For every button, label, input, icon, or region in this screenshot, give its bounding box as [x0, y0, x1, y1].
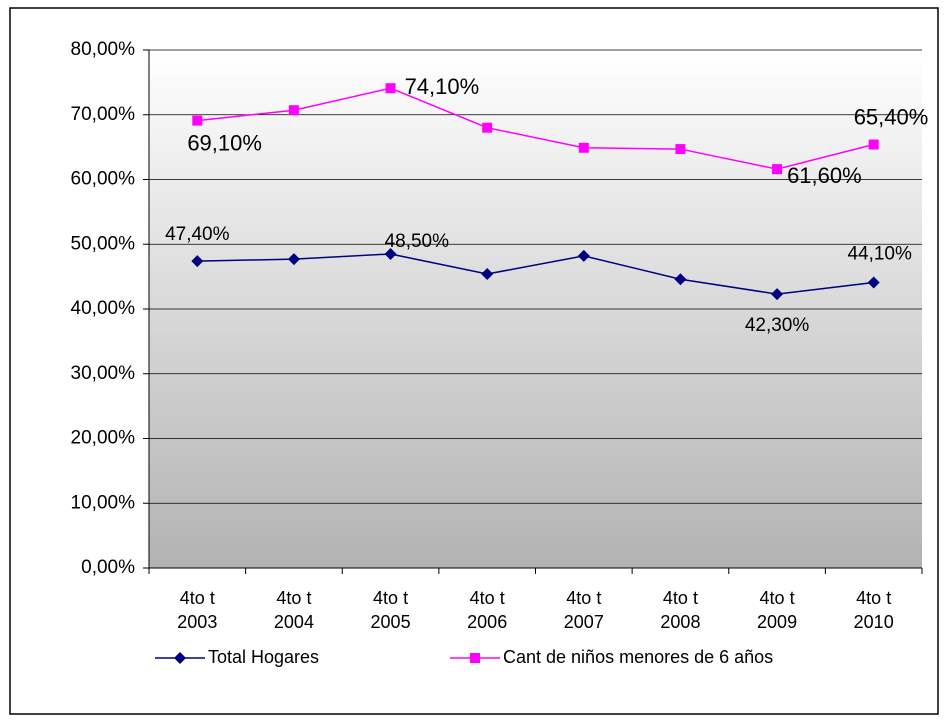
series-line	[197, 87, 874, 170]
y-tick-label: 40,00%	[71, 298, 136, 319]
x-tick-label: 4to t 2003	[177, 588, 218, 632]
data-label: 74,10%	[405, 74, 480, 99]
y-tick-label: 70,00%	[71, 104, 136, 125]
data-label: 65,40%	[854, 104, 929, 129]
data-label: 48,50%	[385, 231, 450, 252]
x-tick-label: 4to t 2004	[273, 588, 314, 632]
legend-marker	[470, 653, 480, 663]
x-tick-label: 4to t 2005	[370, 588, 411, 632]
data-label: 69,10%	[187, 130, 262, 155]
y-tick-label: 80,00%	[71, 39, 136, 60]
data-label: 42,30%	[745, 315, 810, 336]
x-tick-label: 4to t 2009	[757, 588, 798, 632]
data-point	[675, 144, 686, 155]
data-point	[192, 115, 203, 126]
y-tick-label: 30,00%	[71, 363, 136, 384]
data-point	[868, 139, 879, 150]
y-tick-label: 0,00%	[81, 557, 135, 578]
y-tick-label: 20,00%	[71, 428, 136, 449]
x-tick-label: 4to t 2006	[467, 588, 508, 632]
data-point	[578, 142, 589, 153]
data-label: 44,10%	[847, 243, 912, 264]
data-point	[191, 255, 204, 268]
data-label: 47,40%	[165, 224, 230, 245]
data-point	[577, 249, 590, 262]
legend-label: Total Hogares	[208, 647, 319, 667]
data-point	[481, 268, 494, 281]
data-point	[482, 122, 493, 133]
series-line	[197, 253, 874, 295]
data-point	[287, 253, 300, 266]
data-label: 61,60%	[787, 163, 862, 188]
data-point	[385, 83, 396, 94]
legend-label: Cant de niños menores de 6 años	[503, 647, 773, 667]
y-tick-label: 60,00%	[71, 169, 136, 190]
y-tick-label: 50,00%	[71, 233, 136, 254]
legend-marker	[174, 652, 186, 664]
x-tick-label: 4to t 2007	[563, 588, 604, 632]
data-point	[674, 273, 687, 286]
data-point	[867, 276, 880, 289]
x-tick-label: 4to t 2008	[660, 588, 701, 632]
data-point	[771, 288, 784, 301]
data-point	[288, 105, 299, 116]
data-point	[772, 164, 783, 175]
x-tick-label: 4to t 2010	[853, 588, 894, 632]
data-point	[384, 247, 397, 260]
y-tick-label: 10,00%	[71, 492, 136, 513]
